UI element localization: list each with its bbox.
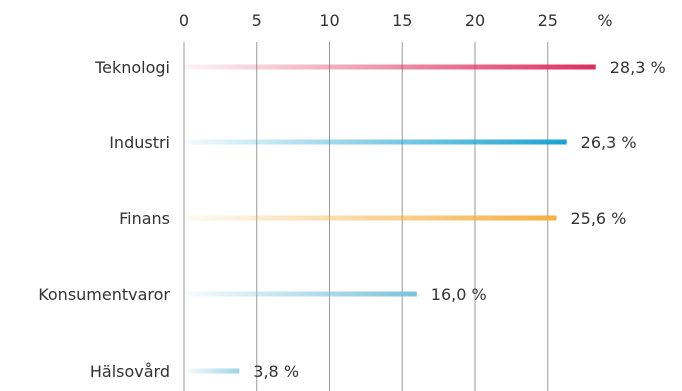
bars bbox=[184, 64, 596, 374]
category-label: Konsumentvaror bbox=[38, 285, 170, 304]
value-label: 16,0 % bbox=[431, 285, 487, 304]
x-tick-label: 0 bbox=[179, 11, 189, 30]
bar-konsumentvaror bbox=[184, 291, 417, 297]
bar-finans bbox=[184, 215, 557, 221]
x-tick-label: 15 bbox=[392, 11, 412, 30]
category-label: Finans bbox=[119, 209, 170, 228]
category-label: Hälsovård bbox=[90, 362, 170, 381]
x-tick-label: 20 bbox=[465, 11, 485, 30]
bar-hälsovård bbox=[184, 368, 240, 374]
x-axis-ticks: 0 5 10 15 20 25 bbox=[179, 11, 558, 30]
bar-teknologi bbox=[184, 64, 596, 70]
category-label: Teknologi bbox=[94, 58, 170, 77]
bar-industri bbox=[184, 139, 567, 145]
value-label: 28,3 % bbox=[610, 58, 666, 77]
category-label: Industri bbox=[109, 133, 170, 152]
x-tick-label: 25 bbox=[538, 11, 558, 30]
value-label: 25,6 % bbox=[570, 209, 626, 228]
value-labels: 28,3 % 26,3 % 25,6 % 16,0 % 3,8 % bbox=[253, 58, 665, 381]
value-label: 3,8 % bbox=[253, 362, 299, 381]
x-axis-unit-label: % bbox=[597, 11, 612, 30]
x-tick-label: 5 bbox=[252, 11, 262, 30]
category-labels: Teknologi Industri Finans Konsumentvaror Häl… bbox=[38, 58, 170, 381]
value-label: 26,3 % bbox=[581, 133, 637, 152]
x-tick-label: 10 bbox=[319, 11, 339, 30]
